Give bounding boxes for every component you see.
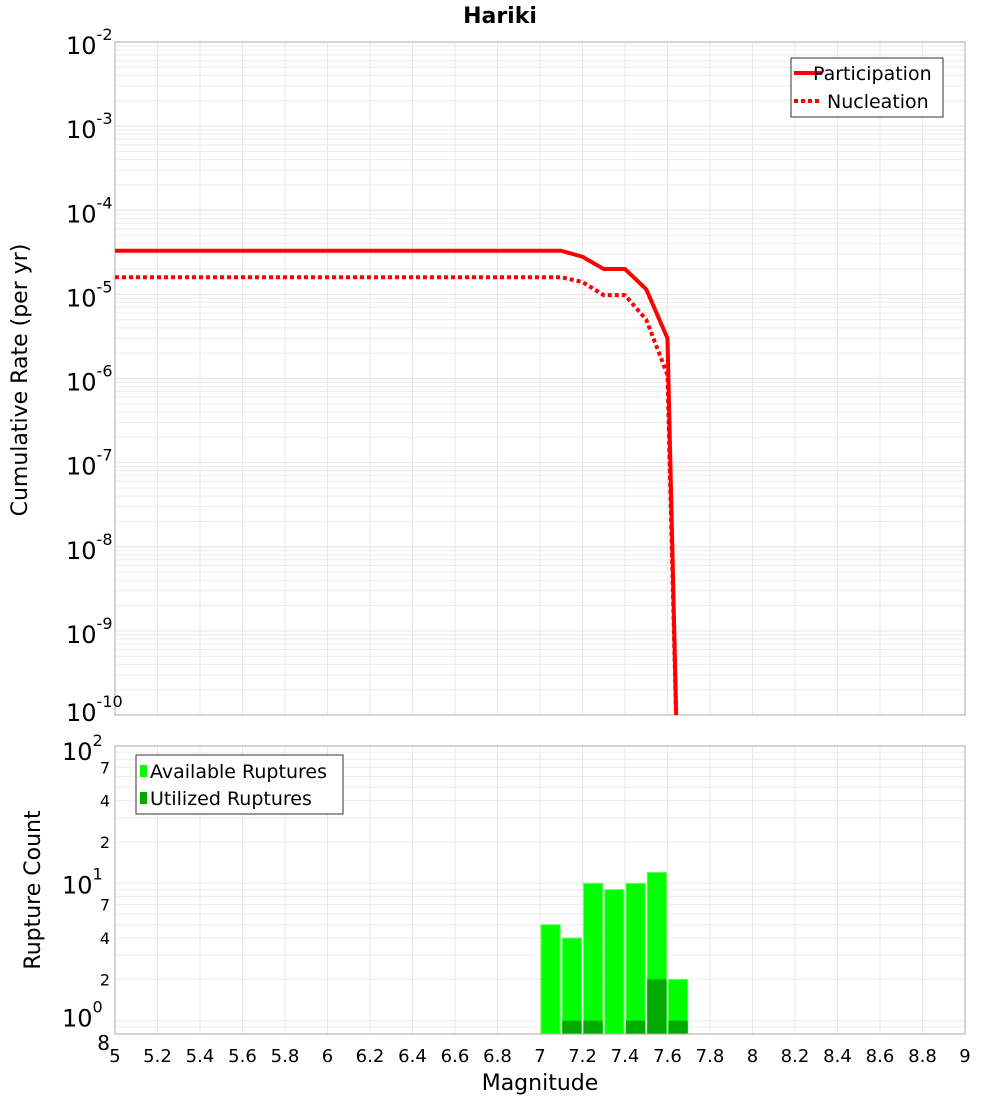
y-tick-label: 100 bbox=[62, 998, 103, 1033]
bar-available bbox=[583, 882, 604, 1035]
x-tick-label: 8.8 bbox=[908, 1046, 937, 1067]
bottom-y-axis-label: Rupture Count bbox=[21, 810, 46, 970]
y-tick-label: 10-10 bbox=[66, 692, 123, 727]
bar-available bbox=[540, 924, 561, 1035]
x-tick-label: 8.2 bbox=[781, 1046, 810, 1067]
x-tick-label: 8.6 bbox=[866, 1046, 895, 1067]
bar-utilized bbox=[626, 1020, 646, 1034]
legend bbox=[135, 754, 344, 815]
y-tick-label: 10-9 bbox=[66, 614, 113, 649]
legend-swatch bbox=[140, 792, 147, 804]
series-line-participation bbox=[115, 248, 679, 715]
x-tick-label: 8 bbox=[747, 1046, 758, 1067]
x-tick-label: 5.8 bbox=[271, 1046, 300, 1067]
x-tick-label: 5.2 bbox=[143, 1046, 172, 1067]
y-minor-tick-label: 8 bbox=[97, 1031, 110, 1055]
y-minor-tick-label: 2 bbox=[100, 833, 110, 852]
x-tick-label: 6.8 bbox=[483, 1046, 512, 1067]
bar-available bbox=[604, 889, 625, 1035]
y-tick-label: 101 bbox=[62, 864, 103, 899]
legend-swatch bbox=[140, 765, 147, 777]
y-tick-label: 10-7 bbox=[66, 446, 113, 481]
x-axis-label: Magnitude bbox=[482, 1071, 599, 1096]
legend-label: Utilized Ruptures bbox=[150, 788, 312, 810]
x-tick-label: 5.6 bbox=[228, 1046, 257, 1067]
x-tick-label: 7.6 bbox=[653, 1046, 682, 1067]
legend-label: Nucleation bbox=[827, 91, 929, 113]
x-tick-label: 9 bbox=[959, 1046, 970, 1067]
x-tick-label: 7.2 bbox=[568, 1046, 597, 1067]
y-minor-tick-label: 4 bbox=[100, 792, 110, 811]
x-tick-label: 5 bbox=[109, 1046, 120, 1067]
bar-utilized bbox=[562, 1020, 582, 1034]
bar-utilized bbox=[668, 1020, 688, 1034]
y-tick-label: 10-5 bbox=[66, 277, 113, 312]
plot-border bbox=[114, 41, 966, 716]
chart-title: Hariki bbox=[463, 4, 537, 29]
x-tick-label: 6.6 bbox=[441, 1046, 470, 1067]
y-tick-label: 10-2 bbox=[66, 25, 113, 60]
top-y-axis-label: Cumulative Rate (per yr) bbox=[8, 244, 33, 517]
x-tick-label: 7 bbox=[534, 1046, 545, 1067]
y-tick-label: 10-3 bbox=[66, 109, 113, 144]
x-tick-label: 6 bbox=[322, 1046, 333, 1067]
x-tick-label: 6.2 bbox=[356, 1046, 385, 1067]
y-tick-label: 102 bbox=[62, 731, 103, 766]
y-minor-tick-label: 7 bbox=[100, 896, 110, 915]
y-minor-tick-label: 4 bbox=[100, 929, 110, 948]
bar-utilized bbox=[647, 979, 667, 1034]
y-minor-tick-label: 2 bbox=[100, 970, 110, 989]
y-tick-label: 10-8 bbox=[66, 530, 113, 565]
bar-available bbox=[561, 937, 582, 1035]
y-tick-label: 10-6 bbox=[66, 362, 113, 397]
bar-utilized bbox=[583, 1020, 603, 1034]
series-line-nucleation bbox=[115, 275, 679, 715]
bar-available bbox=[625, 882, 646, 1035]
y-minor-tick-label: 7 bbox=[100, 758, 110, 777]
legend-label: Participation bbox=[813, 63, 932, 85]
x-tick-label: 5.4 bbox=[186, 1046, 215, 1067]
y-tick-label: 10-4 bbox=[66, 193, 113, 228]
x-tick-label: 8.4 bbox=[823, 1046, 852, 1067]
x-tick-label: 7.4 bbox=[611, 1046, 640, 1067]
legend-label: Available Ruptures bbox=[150, 761, 327, 783]
top-plot: 10-10 10-9 10-8 10-7 10-6 10-5 10-4 10-3 10-2 Par… bbox=[66, 25, 966, 727]
plot-border bbox=[114, 745, 966, 1035]
x-tick-label: 6.4 bbox=[398, 1046, 427, 1067]
x-tick-label: 7.8 bbox=[696, 1046, 725, 1067]
legend bbox=[790, 57, 944, 118]
